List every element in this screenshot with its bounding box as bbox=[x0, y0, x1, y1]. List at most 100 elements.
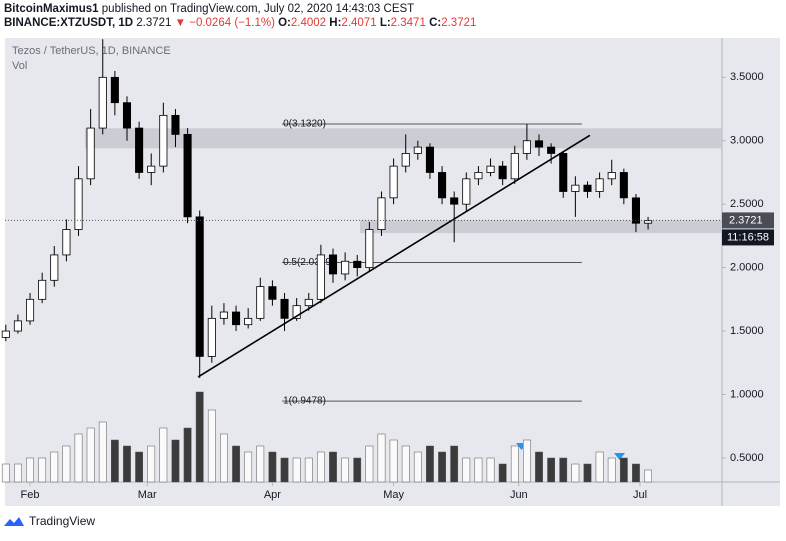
volume-bar bbox=[389, 439, 398, 483]
x-tick-label: Apr bbox=[264, 489, 281, 501]
volume-bar bbox=[256, 445, 265, 483]
volume-bar bbox=[607, 457, 616, 483]
zone bbox=[360, 220, 722, 234]
signal-marker bbox=[614, 453, 625, 460]
x-tick-label: Mar bbox=[138, 489, 157, 501]
candle-body bbox=[244, 317, 253, 326]
y-tick-label: 0.5000 bbox=[730, 452, 764, 464]
volume-bar bbox=[110, 439, 119, 483]
candle-body bbox=[619, 172, 628, 199]
x-tick-label: May bbox=[383, 489, 404, 501]
volume-bar bbox=[244, 451, 253, 483]
plot: 0(3.1320) 0.5(2.0399) 1(0.9478) bbox=[1, 39, 723, 483]
candle-body bbox=[195, 216, 204, 357]
y-tick-label: 2.0000 bbox=[730, 262, 764, 274]
volume-bar bbox=[232, 445, 240, 483]
volume-bar bbox=[413, 451, 422, 483]
candle-body bbox=[13, 320, 22, 332]
ohlc-value: 2.4071 bbox=[341, 17, 376, 29]
candle-body bbox=[571, 184, 580, 192]
candle-body bbox=[547, 146, 556, 154]
volume-bar bbox=[123, 445, 131, 483]
candle-body bbox=[438, 172, 447, 199]
volume-bar bbox=[583, 463, 592, 483]
candle-body bbox=[304, 298, 313, 307]
candle-body bbox=[62, 229, 71, 256]
candle-body bbox=[50, 254, 59, 281]
zone bbox=[84, 128, 723, 149]
volume-bar bbox=[486, 457, 495, 483]
volume-bar bbox=[171, 439, 180, 483]
candle-body bbox=[316, 254, 325, 300]
fib-label: 0(3.1320) bbox=[283, 119, 326, 130]
candle-body bbox=[644, 220, 653, 224]
volume-bar bbox=[450, 445, 459, 483]
volume-bar bbox=[377, 433, 386, 483]
candle-body bbox=[86, 127, 95, 180]
volume-bar bbox=[159, 427, 168, 483]
volume-bar bbox=[98, 421, 107, 483]
volume-bar bbox=[86, 427, 95, 483]
last-price-label: 2.3721 bbox=[729, 214, 763, 226]
volume-bar bbox=[571, 463, 580, 483]
candle-body bbox=[171, 114, 180, 135]
volume-bar bbox=[26, 457, 34, 483]
y-tick-label: 1.0000 bbox=[730, 388, 764, 400]
plot-area bbox=[5, 38, 722, 482]
candle-body bbox=[474, 172, 483, 180]
volume-bar bbox=[268, 451, 277, 483]
last: 2.3721 bbox=[136, 17, 171, 29]
volume-bar bbox=[341, 457, 350, 483]
candle-body bbox=[595, 178, 604, 192]
candle-body bbox=[583, 184, 592, 192]
volume-bar bbox=[183, 427, 192, 483]
candle-body bbox=[498, 165, 507, 180]
ohlc-value: 2.3471 bbox=[391, 17, 426, 29]
volume-bar bbox=[401, 445, 410, 483]
price-axis bbox=[722, 38, 780, 482]
logo-mark bbox=[4, 517, 24, 526]
candle-body bbox=[559, 153, 568, 192]
time-axis bbox=[5, 482, 780, 506]
ohlc-label: H: bbox=[329, 17, 341, 29]
volume-bar bbox=[220, 433, 228, 483]
candle-body bbox=[256, 286, 265, 319]
candle-body bbox=[268, 286, 277, 300]
candle-body bbox=[26, 298, 35, 322]
volume-bar bbox=[316, 451, 325, 483]
volume-bar bbox=[304, 457, 313, 483]
y-tick-label: 1.5000 bbox=[730, 325, 764, 337]
change: ▼ −0.0264 (−1.1%) bbox=[175, 17, 275, 29]
symbol: BINANCE:XTZUSDT, 1D bbox=[4, 17, 133, 29]
candle-body bbox=[74, 178, 83, 230]
candle-body bbox=[510, 153, 519, 180]
candle-body bbox=[522, 140, 531, 154]
candle-body bbox=[122, 102, 132, 129]
candle-body bbox=[38, 279, 47, 300]
volume-bar bbox=[329, 451, 337, 483]
volume-bar bbox=[535, 451, 543, 483]
candle-body bbox=[607, 172, 616, 180]
candle-body bbox=[534, 140, 544, 148]
volume-bar bbox=[74, 433, 83, 483]
candle-body bbox=[147, 165, 156, 173]
candle-body bbox=[183, 134, 192, 218]
countdown-box bbox=[722, 229, 774, 246]
ohlc-value: 2.4002 bbox=[291, 17, 326, 29]
candle-body bbox=[401, 153, 410, 167]
candle-body bbox=[207, 317, 216, 357]
candle-body bbox=[462, 178, 471, 205]
candle-body bbox=[110, 76, 119, 104]
volume-bar bbox=[62, 445, 71, 483]
candle-body bbox=[365, 229, 374, 269]
header-line-1: BitcoinMaximus1 published on TradingView… bbox=[4, 3, 414, 15]
candle-body bbox=[292, 305, 301, 319]
y-tick-label: 3.0000 bbox=[730, 135, 764, 147]
chart-title: Tezos / TetherUS, 1D, BINANCE bbox=[12, 45, 171, 57]
candle-body bbox=[450, 197, 459, 205]
published: published on TradingView.com, July 02, 2… bbox=[102, 3, 414, 15]
volume-bar bbox=[547, 457, 556, 483]
volume-bar bbox=[619, 457, 628, 483]
candle-body bbox=[159, 114, 168, 167]
